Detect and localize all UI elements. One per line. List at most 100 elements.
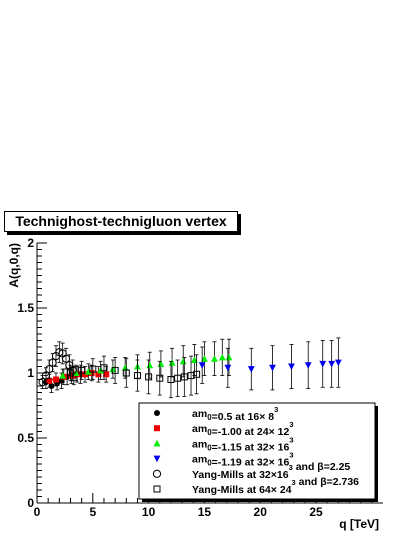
data-point bbox=[84, 368, 92, 375]
series-3-point-8 bbox=[334, 337, 342, 388]
data-point bbox=[167, 376, 175, 383]
data-point bbox=[304, 362, 312, 369]
x-tick-label: 10 bbox=[142, 505, 156, 519]
x-tick-label: 20 bbox=[254, 505, 268, 519]
data-point bbox=[121, 364, 129, 371]
data-point bbox=[193, 370, 201, 378]
series-3-point-0 bbox=[198, 346, 206, 384]
series-2-point-15 bbox=[225, 338, 233, 377]
data-point bbox=[328, 360, 336, 368]
x-tick-label: 25 bbox=[309, 505, 323, 519]
series-5-point-9 bbox=[167, 360, 175, 399]
series-5-point-8 bbox=[156, 360, 164, 396]
data-point bbox=[247, 366, 255, 373]
data-point bbox=[103, 371, 110, 378]
series-3-point-5 bbox=[304, 341, 312, 390]
series-1-point-1 bbox=[52, 372, 59, 387]
series-5-point-4 bbox=[111, 356, 119, 384]
data-point bbox=[168, 359, 176, 366]
data-point bbox=[146, 361, 154, 369]
series-3-point-3 bbox=[269, 345, 276, 391]
data-point bbox=[157, 360, 165, 367]
data-point bbox=[78, 366, 86, 374]
data-point bbox=[288, 363, 295, 371]
data-point bbox=[334, 359, 342, 367]
legend-marker bbox=[154, 425, 160, 432]
data-point bbox=[81, 371, 88, 378]
data-point bbox=[89, 365, 97, 373]
series-5-point-10 bbox=[174, 359, 182, 397]
legend-marker bbox=[153, 455, 161, 463]
x-tick-label: 0 bbox=[34, 505, 41, 519]
series-2-point-0 bbox=[59, 368, 67, 383]
series-2-point-4 bbox=[109, 359, 117, 379]
series-5-point-7 bbox=[145, 359, 153, 395]
series-5-point-5 bbox=[122, 358, 130, 388]
data-point bbox=[179, 357, 187, 365]
data-point bbox=[225, 353, 233, 361]
legend-label: am0=-1.15 at 32× 163 bbox=[192, 435, 293, 453]
series-5-point-13 bbox=[193, 354, 201, 395]
data-point bbox=[145, 373, 153, 381]
legend-marker bbox=[153, 485, 161, 493]
data-point bbox=[88, 370, 95, 376]
data-point bbox=[109, 365, 117, 373]
data-point bbox=[218, 353, 226, 361]
legend-label: Yang-Mills at 64× 243 and β=2.736 bbox=[192, 476, 359, 496]
data-point bbox=[319, 360, 327, 368]
y-axis-label: A(q,0,q) bbox=[7, 243, 21, 288]
y-tick-label: 2 bbox=[27, 236, 34, 250]
legend-label: Yang-Mills at 32×163 and β=2.25 bbox=[192, 461, 350, 481]
data-point bbox=[211, 355, 218, 362]
legend-label: am0=-1.19 at 32× 163 bbox=[192, 451, 293, 469]
y-tick-label: 1 bbox=[27, 366, 34, 380]
series-2-point-2 bbox=[84, 363, 92, 380]
series-2-point-9 bbox=[168, 347, 176, 378]
data-point bbox=[59, 372, 67, 379]
series-2-point-14 bbox=[218, 338, 226, 377]
chart-title-box: Technighost-technigluon vertex bbox=[4, 211, 238, 232]
y-tick-label: 1.5 bbox=[17, 301, 34, 315]
series-5-point-0 bbox=[66, 364, 74, 382]
series-3-point-6 bbox=[319, 340, 327, 388]
data-point bbox=[269, 364, 276, 372]
legend-marker bbox=[152, 469, 162, 478]
legend-marker bbox=[154, 410, 160, 416]
series-5-point-3 bbox=[100, 355, 108, 380]
y-tick-label: 0.5 bbox=[17, 431, 34, 445]
data-point bbox=[100, 364, 108, 372]
x-tick-label: 15 bbox=[198, 505, 212, 519]
series-1-point-7 bbox=[95, 366, 102, 383]
data-point bbox=[95, 371, 102, 378]
data-point bbox=[198, 362, 206, 369]
series-2-point-10 bbox=[179, 345, 187, 378]
data-point bbox=[52, 376, 59, 383]
data-point bbox=[190, 356, 198, 363]
data-marks bbox=[38, 337, 342, 399]
data-point bbox=[201, 355, 208, 362]
series-5-point-11 bbox=[180, 356, 188, 397]
data-point bbox=[46, 377, 53, 384]
series-2-point-8 bbox=[157, 350, 165, 378]
series-5-point-1 bbox=[78, 360, 86, 380]
x-axis-label: q [TeV] bbox=[339, 517, 379, 531]
series-3-point-7 bbox=[328, 340, 336, 388]
data-point bbox=[66, 369, 74, 377]
series-3-point-4 bbox=[288, 343, 295, 390]
series-3-point-2 bbox=[247, 347, 255, 391]
data-point bbox=[111, 366, 119, 374]
y-tick-label: 0 bbox=[27, 496, 34, 510]
data-point bbox=[133, 372, 141, 380]
data-point bbox=[156, 374, 164, 382]
data-point bbox=[180, 373, 188, 381]
chart-title: Technighost-technigluon vertex bbox=[15, 213, 227, 229]
legend-box bbox=[138, 402, 376, 500]
series-2-point-12 bbox=[201, 341, 208, 377]
legend-marker bbox=[153, 439, 161, 447]
legend-label: am0=-1.00 at 24× 123 bbox=[192, 420, 293, 438]
series-1-point-8 bbox=[103, 366, 110, 383]
data-point bbox=[174, 374, 182, 382]
series-2-point-5 bbox=[121, 356, 129, 379]
